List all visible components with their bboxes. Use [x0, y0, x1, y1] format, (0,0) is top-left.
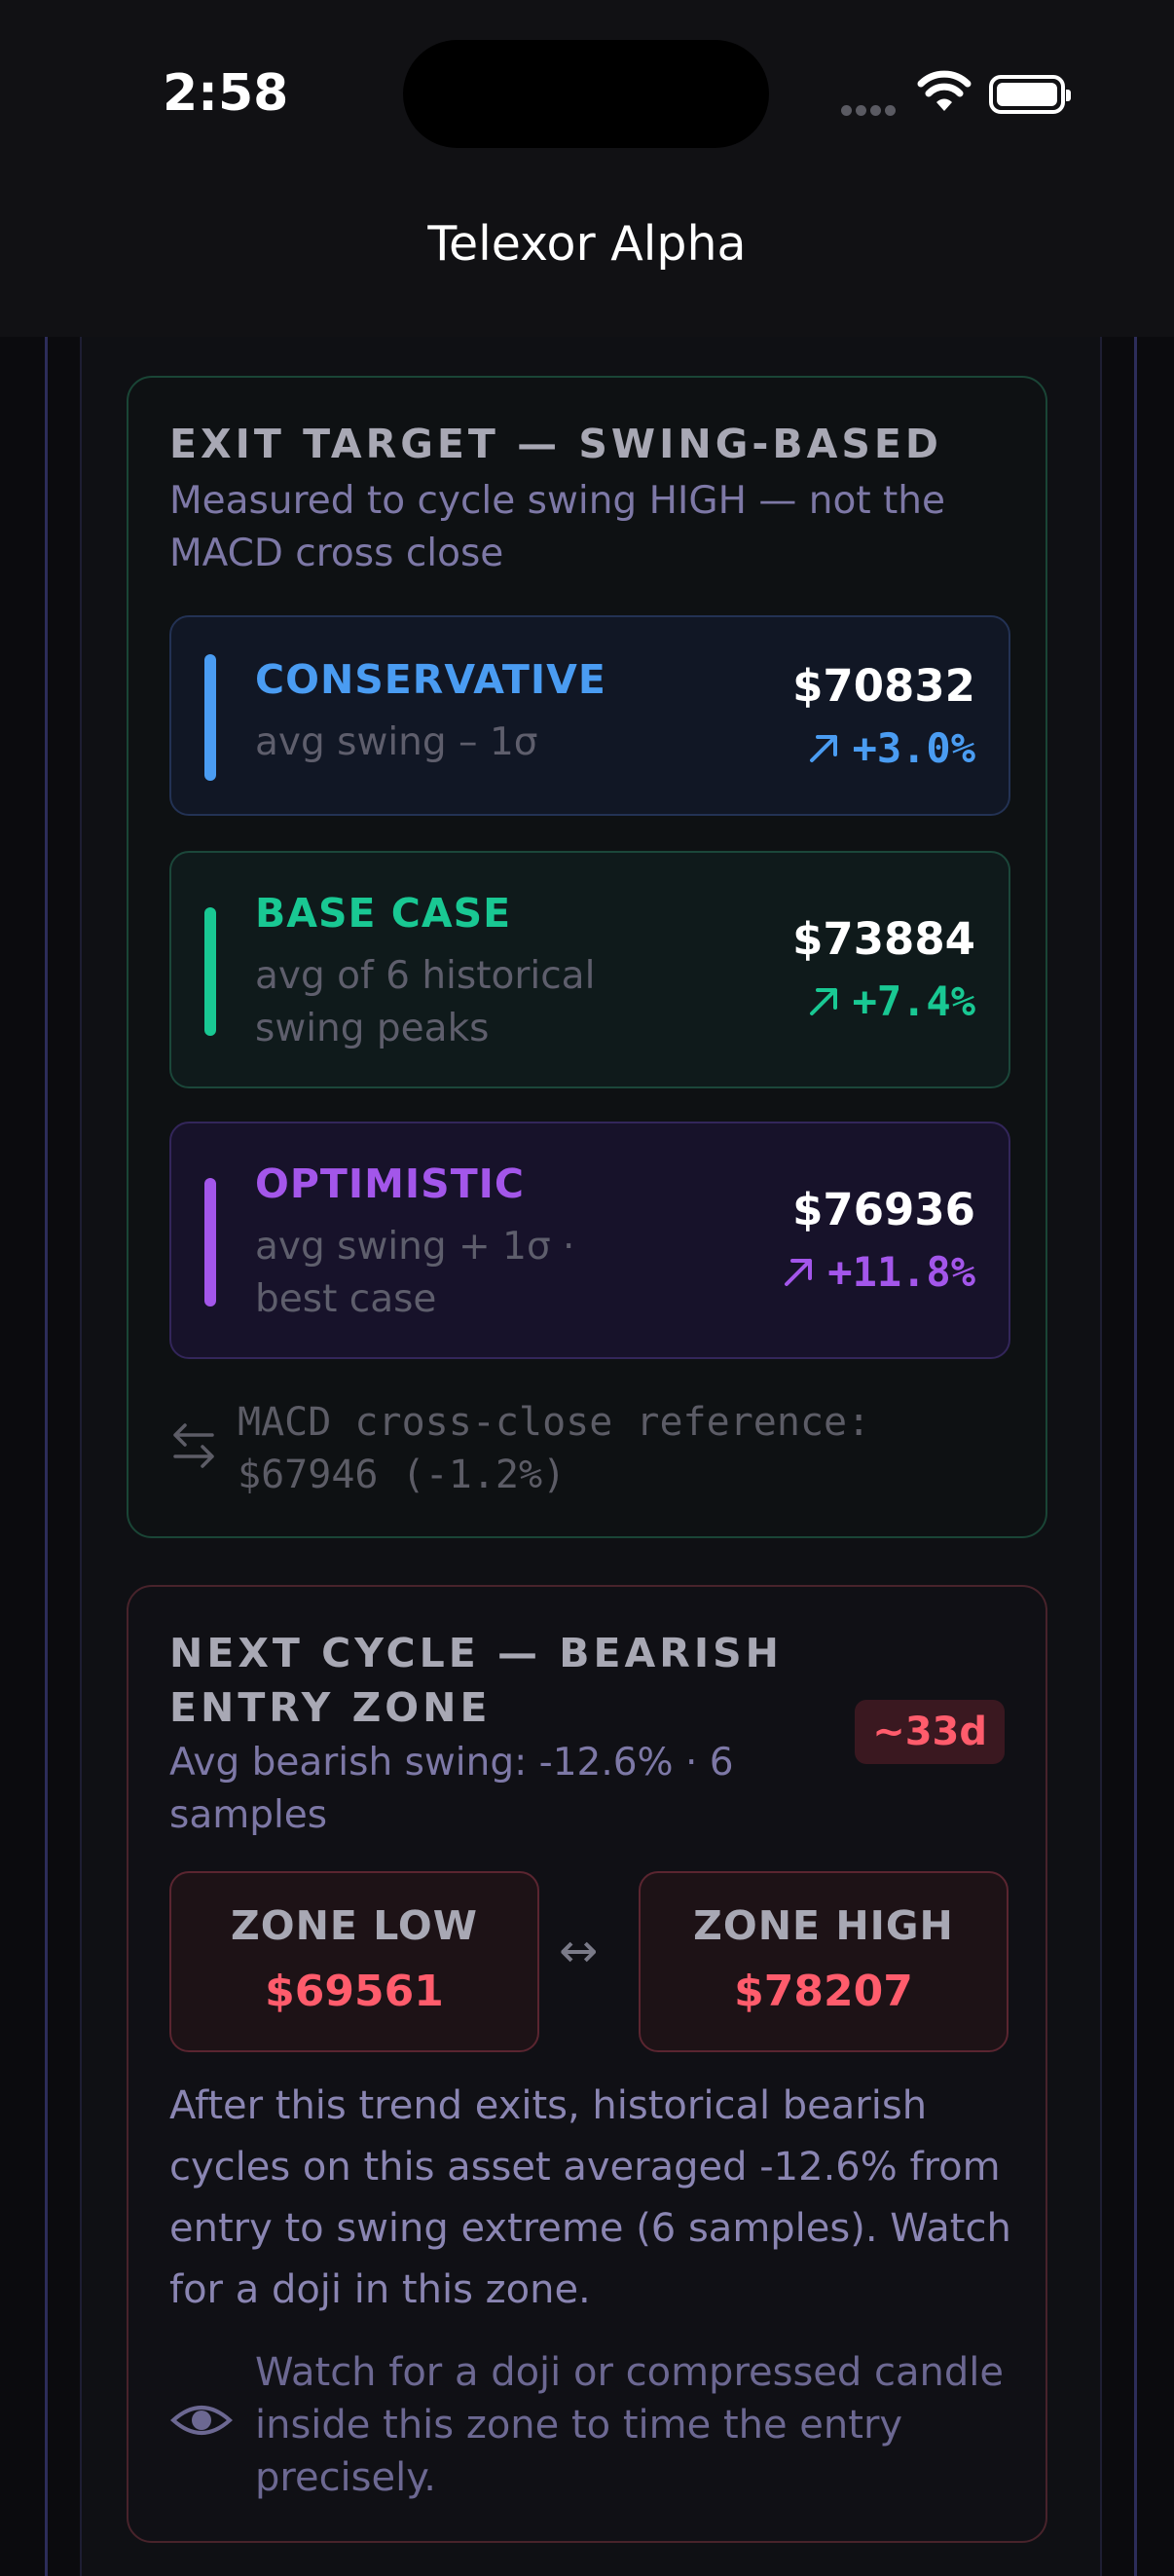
range-arrow-icon: ↔ — [559, 1924, 599, 1978]
swap-arrows-icon — [173, 1423, 214, 1468]
days-badge: ~33d — [855, 1700, 1005, 1764]
next-cycle-subtitle: Avg bearish swing: -12.6% · 6 samples — [169, 1741, 734, 1837]
dynamic-island — [403, 40, 769, 148]
zone-high-label: ZONE HIGH — [693, 1902, 954, 1949]
target-percent: +7.4% — [806, 977, 975, 1025]
next-cycle-heading: NEXT CYCLE — BEARISH ENTRY ZONE — [169, 1630, 783, 1731]
zone-low-value: $69561 — [265, 1967, 444, 2016]
zone-low-box: ZONE LOW $69561 — [169, 1871, 539, 2052]
target-price: $76936 — [792, 1184, 975, 1235]
macd-reference-text: MACD cross-close reference: $67946 (-1.2… — [238, 1400, 871, 1497]
next-cycle-card: NEXT CYCLE — BEARISH ENTRY ZONE Avg bear… — [127, 1585, 1047, 2543]
target-base-case[interactable]: BASE CASE avg of 6 historical swing peak… — [169, 851, 1010, 1088]
target-percent: +11.8% — [781, 1248, 975, 1296]
macd-reference: MACD cross-close reference: $67946 (-1.2… — [169, 1396, 1016, 1501]
target-price: $70832 — [792, 660, 975, 712]
target-percent-value: +11.8% — [827, 1248, 975, 1296]
outer-frame — [45, 337, 1137, 2576]
cellular-signal-icon — [841, 101, 899, 120]
target-name: CONSERVATIVE — [255, 656, 606, 703]
target-percent-value: +7.4% — [852, 977, 975, 1025]
target-percent: +3.0% — [806, 724, 975, 772]
target-color-bar — [204, 907, 216, 1036]
wifi-icon — [917, 70, 972, 111]
page-title: Telexor Alpha — [427, 216, 747, 272]
target-description: avg swing + 1σ · best case — [255, 1225, 575, 1321]
target-percent-value: +3.0% — [852, 724, 975, 772]
exit-target-subtitle: Measured to cycle swing HIGH — not the M… — [169, 479, 946, 575]
next-cycle-description: After this trend exits, historical beari… — [169, 2083, 1011, 2312]
exit-target-card: EXIT TARGET — SWING-BASED Measured to cy… — [127, 376, 1047, 1538]
arrow-up-right-icon — [809, 734, 837, 762]
zone-high-box: ZONE HIGH $78207 — [639, 1871, 1009, 2052]
target-name: OPTIMISTIC — [255, 1160, 526, 1207]
arrow-up-right-icon — [785, 1258, 813, 1286]
eye-icon — [170, 2406, 233, 2435]
target-description: avg of 6 historical swing peaks — [255, 954, 596, 1050]
status-bar: 2:58 — [0, 0, 1174, 195]
target-optimistic[interactable]: OPTIMISTIC avg swing + 1σ · best case $7… — [169, 1122, 1010, 1359]
exit-target-heading: EXIT TARGET — SWING-BASED — [169, 421, 942, 467]
status-time: 2:58 — [163, 64, 289, 123]
target-conservative[interactable]: CONSERVATIVE avg swing – 1σ $70832 +3.0% — [169, 615, 1010, 816]
zone-high-value: $78207 — [734, 1967, 913, 2016]
watch-tip-text: Watch for a doji or compressed candle in… — [255, 2350, 1004, 2500]
target-description: avg swing – 1σ — [255, 720, 538, 764]
battery-icon — [989, 75, 1071, 114]
zone-low-label: ZONE LOW — [231, 1902, 478, 1949]
arrow-up-right-icon — [809, 987, 837, 1015]
watch-tip: Watch for a doji or compressed candle in… — [169, 2346, 1016, 2504]
target-price: $73884 — [792, 913, 975, 965]
target-color-bar — [204, 1178, 216, 1306]
target-name: BASE CASE — [255, 890, 512, 937]
target-color-bar — [204, 654, 216, 781]
